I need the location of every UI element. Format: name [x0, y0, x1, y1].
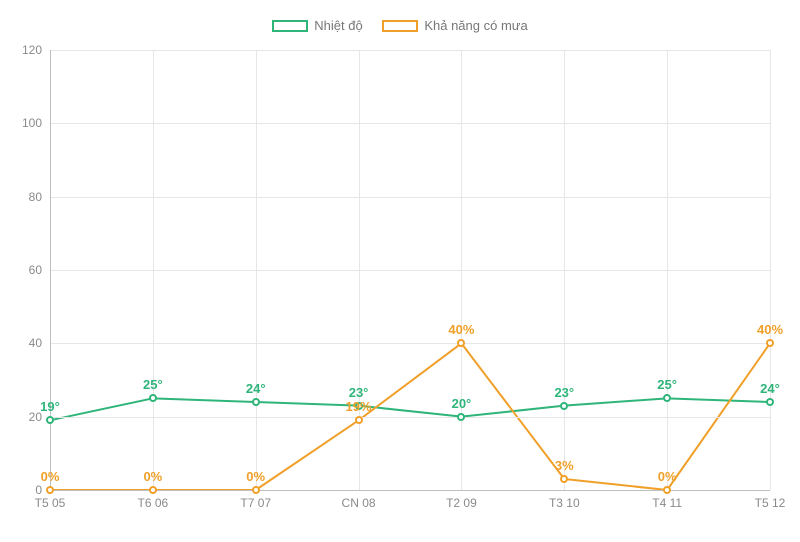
plot-area: 020406080100120T5 05T6 06T7 07CN 08T2 09…	[50, 50, 770, 490]
y-tick-label: 40	[2, 336, 50, 350]
marker-temperature	[149, 394, 157, 402]
gridline-v	[461, 50, 462, 490]
y-tick-label: 120	[2, 43, 50, 57]
marker-temperature	[560, 402, 568, 410]
x-tick-label: CN 08	[342, 490, 376, 510]
gridline-v	[564, 50, 565, 490]
marker-rain_chance	[355, 416, 363, 424]
legend: Nhiệt độ Khả năng có mưa	[0, 18, 800, 35]
marker-rain_chance	[46, 486, 54, 494]
y-tick-label: 100	[2, 116, 50, 130]
x-tick-label: T3 10	[549, 490, 580, 510]
marker-temperature	[663, 394, 671, 402]
legend-item-rain: Khả năng có mưa	[382, 18, 527, 33]
gridline-h	[50, 270, 770, 271]
gridline-h	[50, 197, 770, 198]
gridline-v	[667, 50, 668, 490]
gridline-v	[153, 50, 154, 490]
marker-rain_chance	[766, 339, 774, 347]
marker-rain_chance	[663, 486, 671, 494]
gridline-h	[50, 417, 770, 418]
gridline-v	[256, 50, 257, 490]
marker-rain_chance	[149, 486, 157, 494]
legend-swatch-temperature	[272, 20, 308, 32]
x-axis-line	[50, 490, 770, 491]
y-tick-label: 60	[2, 263, 50, 277]
gridline-v	[770, 50, 771, 490]
x-tick-label: T2 09	[446, 490, 477, 510]
legend-item-temperature: Nhiệt độ	[272, 18, 362, 33]
y-tick-label: 20	[2, 410, 50, 424]
weather-chart: Nhiệt độ Khả năng có mưa 020406080100120…	[0, 0, 800, 542]
marker-rain_chance	[560, 475, 568, 483]
marker-temperature	[766, 398, 774, 406]
marker-rain_chance	[252, 486, 260, 494]
gridline-h	[50, 123, 770, 124]
legend-label-temperature: Nhiệt độ	[314, 18, 362, 33]
legend-label-rain: Khả năng có mưa	[424, 18, 527, 33]
gridline-h	[50, 343, 770, 344]
marker-rain_chance	[457, 339, 465, 347]
y-tick-label: 80	[2, 190, 50, 204]
marker-temperature	[252, 398, 260, 406]
marker-temperature	[46, 416, 54, 424]
x-tick-label: T5 12	[755, 490, 786, 510]
legend-swatch-rain	[382, 20, 418, 32]
marker-temperature	[355, 402, 363, 410]
marker-temperature	[457, 413, 465, 421]
gridline-h	[50, 50, 770, 51]
